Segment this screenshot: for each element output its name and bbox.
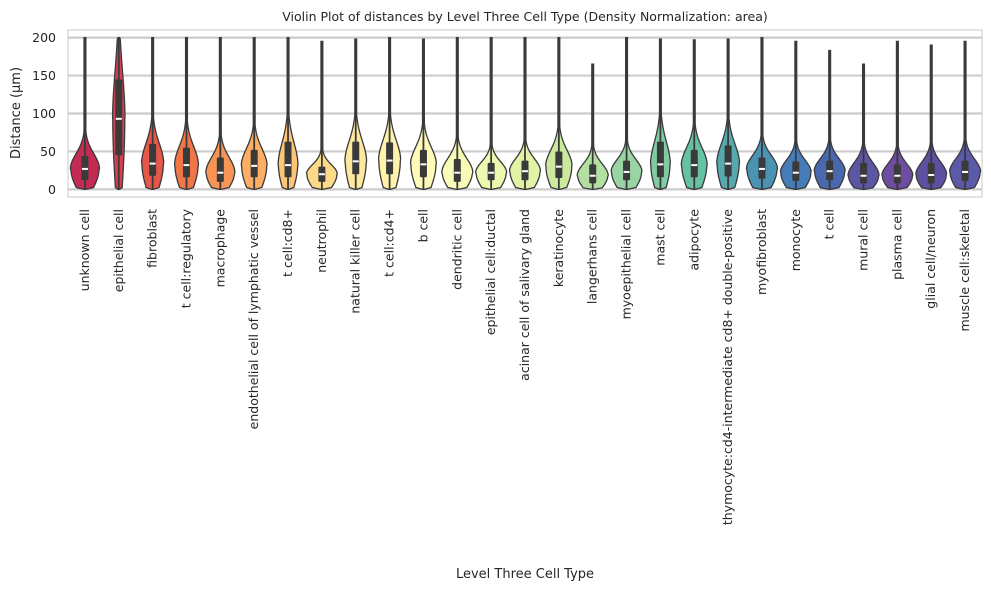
violin-group	[779, 40, 812, 191]
x-tick-label: t cell:regulatory	[178, 208, 193, 308]
violin-iqr-box	[250, 149, 258, 178]
violin-iqr-box	[623, 160, 631, 181]
violin-group	[205, 36, 236, 191]
x-tick-label: acinar cell of salivary gland	[517, 209, 532, 381]
violin-iqr-box	[927, 162, 935, 184]
violin-group	[544, 36, 573, 191]
x-tick-label: myofibroblast	[754, 209, 769, 295]
violin-group	[305, 40, 338, 191]
y-tick-label: 0	[48, 182, 56, 197]
x-tick-label: unknown cell	[77, 209, 92, 291]
violin-iqr-box	[284, 141, 292, 178]
violin-group	[610, 36, 643, 191]
violin-iqr-box	[893, 164, 901, 184]
violin-group	[140, 36, 165, 191]
violin-group	[508, 36, 542, 191]
y-tick-label: 100	[32, 106, 56, 121]
x-tick-label: neutrophil	[314, 209, 329, 273]
violin-iqr-box	[555, 151, 563, 179]
violin-iqr-box	[216, 157, 224, 182]
violin-iqr-box	[690, 149, 698, 178]
violin-iqr-box	[115, 79, 123, 156]
x-tick-label: macrophage	[212, 209, 227, 288]
y-axis-label: Distance (µm)	[9, 67, 24, 159]
violin-iqr-box	[792, 161, 800, 182]
violin-group	[745, 36, 779, 191]
violin-group	[716, 38, 741, 191]
x-tick-label: t cell	[822, 209, 837, 239]
x-tick-label: t cell:cd4+	[382, 209, 397, 277]
violin-group	[948, 40, 982, 191]
x-tick-label: keratinocyte	[551, 209, 566, 287]
violin-group	[441, 36, 474, 191]
x-tick-label: plasma cell	[889, 209, 904, 280]
violin-group	[173, 36, 200, 191]
violin-iqr-box	[656, 141, 664, 178]
x-tick-label: monocyte	[788, 209, 803, 272]
y-tick-label: 200	[32, 30, 56, 45]
violin-group	[409, 38, 437, 191]
violin-iqr-box	[386, 142, 394, 175]
x-tick-label: epithelial cell	[111, 209, 126, 292]
violins	[69, 36, 982, 191]
x-tick-label: epithelial cell:ductal	[483, 209, 498, 335]
x-tick-label: langerhans cell	[585, 209, 600, 304]
x-tick-label: endothelial cell of lymphatic vessel	[246, 209, 261, 429]
violin-group	[915, 44, 948, 191]
violin-iqr-box	[149, 143, 157, 176]
violin-iqr-box	[860, 162, 868, 184]
x-tick-label: mast cell	[652, 209, 667, 266]
x-tick-labels: unknown cell epithelial cell fibroblast t c…	[77, 208, 972, 525]
violin-group	[240, 36, 268, 191]
violin-iqr-box	[453, 159, 461, 182]
x-tick-label: t cell:cd8+	[280, 209, 295, 277]
x-tick-label: mural cell	[856, 209, 871, 271]
x-tick-label: adipocyte	[686, 209, 701, 271]
x-tick-label: muscle cell:skeletal	[957, 209, 972, 332]
x-tick-label: b cell	[415, 209, 430, 242]
x-tick-label: thymocyte:cd4-intermediate cd8+ double-p…	[720, 209, 735, 525]
violin-iqr-box	[724, 145, 732, 177]
violin-group	[69, 36, 101, 191]
violin-group	[277, 36, 299, 191]
y-tick-label: 150	[32, 68, 56, 83]
violin-iqr-box	[961, 160, 969, 182]
violin-group	[576, 63, 609, 191]
x-tick-label: glial cell/neuron	[923, 209, 938, 309]
violin-iqr-box	[589, 164, 597, 184]
violin-group	[344, 38, 368, 191]
violin-group	[813, 49, 846, 191]
y-tick-labels: 0 50 100 150 200	[32, 30, 56, 197]
violin-group	[474, 36, 508, 191]
chart-title: Violin Plot of distances by Level Three …	[282, 9, 768, 24]
violin-group	[111, 36, 126, 191]
x-tick-label: natural killer cell	[348, 209, 363, 314]
violin-group	[649, 38, 671, 191]
x-axis-label: Level Three Cell Type	[456, 567, 594, 582]
y-tick-label: 50	[40, 144, 56, 159]
violin-iqr-box	[182, 147, 190, 178]
violin-group	[881, 40, 914, 191]
violin-group	[680, 39, 708, 191]
x-tick-label: fibroblast	[145, 209, 160, 268]
violin-group	[847, 63, 880, 191]
violin-iqr-box	[352, 141, 360, 175]
x-tick-label: dendritic cell	[449, 209, 464, 290]
violin-iqr-box	[487, 162, 495, 181]
violin-group	[377, 36, 402, 191]
x-tick-label: myoepithelial cell	[619, 209, 634, 319]
